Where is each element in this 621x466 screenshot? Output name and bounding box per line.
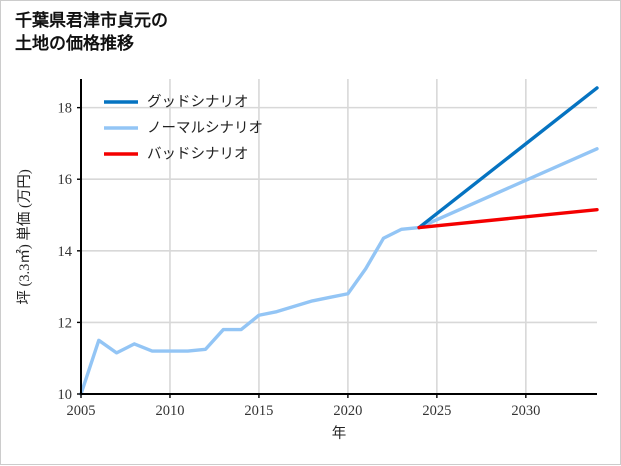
x-axis-ticks	[80, 394, 527, 398]
legend-label: ノーマルシナリオ	[147, 120, 263, 136]
y-axis-title: 坪 (3.3㎡) 単価 (万円)	[16, 169, 33, 304]
x-tick-label: 2015	[244, 403, 273, 419]
page-title: 千葉県君津市貞元の 土地の価格推移	[15, 11, 168, 53]
legend-label: バッドシナリオ	[147, 146, 249, 162]
x-tick-label: 2025	[422, 403, 451, 419]
series-line	[417, 207, 599, 230]
series-line	[417, 86, 599, 230]
y-tick-label: 18	[58, 101, 73, 117]
plot-background	[81, 79, 597, 394]
y-tick-label: 14	[58, 244, 73, 260]
x-tick-label: 2020	[333, 403, 362, 419]
x-tick-label: 2010	[155, 403, 184, 419]
y-tick-label: 12	[58, 315, 73, 331]
x-tick-label: 2030	[511, 403, 540, 419]
vertical-gridlines	[169, 79, 527, 394]
data-series-group	[79, 86, 599, 396]
y-tick-label: 10	[58, 387, 73, 403]
y-tick-label: 16	[58, 172, 73, 188]
legend-label: グッドシナリオ	[147, 93, 249, 110]
series-line	[79, 147, 599, 396]
y-axis-tick-labels: 10 12 14 16 18	[58, 101, 73, 403]
x-axis-tick-labels: 2005 2010 2015 2020 2025 2030	[67, 403, 541, 419]
x-tick-label: 2005	[67, 403, 96, 419]
y-axis-ticks	[77, 106, 81, 395]
x-axis-title: 年	[332, 425, 347, 442]
